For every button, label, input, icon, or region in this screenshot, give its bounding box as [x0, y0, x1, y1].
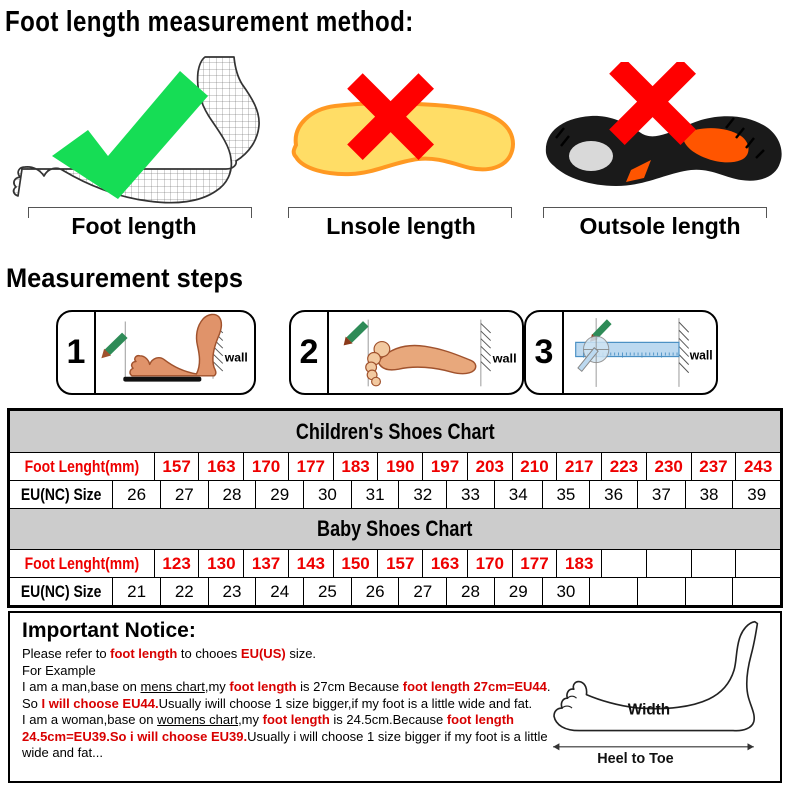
svg-text:Heel to Toe: Heel to Toe	[597, 751, 674, 767]
svg-text:wall: wall	[224, 351, 248, 365]
svg-text:wall: wall	[689, 348, 713, 362]
svg-text:Width: Width	[628, 701, 670, 718]
svg-text:wall: wall	[492, 352, 517, 366]
